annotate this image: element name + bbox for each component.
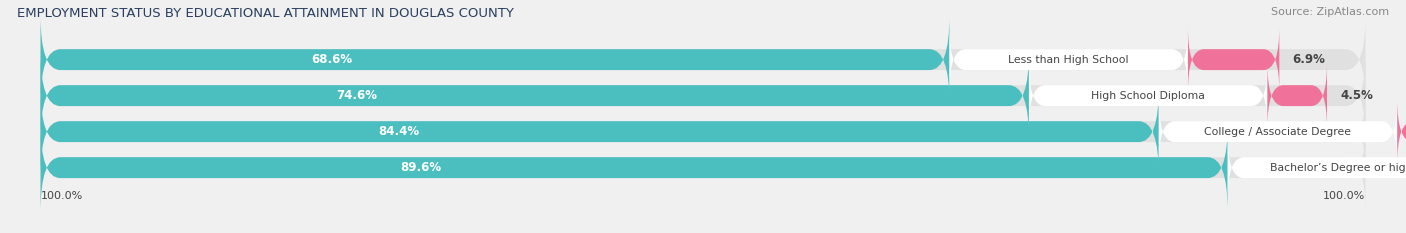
Text: 89.6%: 89.6%: [399, 161, 441, 174]
FancyBboxPatch shape: [41, 124, 1227, 211]
FancyBboxPatch shape: [41, 52, 1365, 139]
FancyBboxPatch shape: [41, 124, 1365, 211]
FancyBboxPatch shape: [41, 52, 1029, 139]
Text: Less than High School: Less than High School: [1008, 55, 1129, 65]
FancyBboxPatch shape: [1267, 63, 1327, 128]
Text: Source: ZipAtlas.com: Source: ZipAtlas.com: [1271, 7, 1389, 17]
Text: 6.9%: 6.9%: [1292, 53, 1326, 66]
FancyBboxPatch shape: [1159, 99, 1398, 164]
Text: High School Diploma: High School Diploma: [1091, 91, 1205, 101]
Text: College / Associate Degree: College / Associate Degree: [1205, 127, 1351, 137]
Text: 100.0%: 100.0%: [41, 191, 83, 201]
FancyBboxPatch shape: [1398, 99, 1406, 164]
Text: EMPLOYMENT STATUS BY EDUCATIONAL ATTAINMENT IN DOUGLAS COUNTY: EMPLOYMENT STATUS BY EDUCATIONAL ATTAINM…: [17, 7, 513, 20]
Text: 74.6%: 74.6%: [336, 89, 377, 102]
FancyBboxPatch shape: [1029, 63, 1267, 128]
FancyBboxPatch shape: [41, 16, 1365, 103]
FancyBboxPatch shape: [41, 88, 1159, 175]
FancyBboxPatch shape: [1227, 135, 1406, 200]
FancyBboxPatch shape: [41, 88, 1365, 175]
FancyBboxPatch shape: [41, 16, 949, 103]
FancyBboxPatch shape: [1188, 27, 1279, 93]
Text: Bachelor’s Degree or higher: Bachelor’s Degree or higher: [1270, 163, 1406, 173]
Text: 68.6%: 68.6%: [311, 53, 352, 66]
Text: 84.4%: 84.4%: [378, 125, 419, 138]
Text: 100.0%: 100.0%: [1323, 191, 1365, 201]
FancyBboxPatch shape: [949, 27, 1188, 93]
Text: 4.5%: 4.5%: [1340, 89, 1374, 102]
